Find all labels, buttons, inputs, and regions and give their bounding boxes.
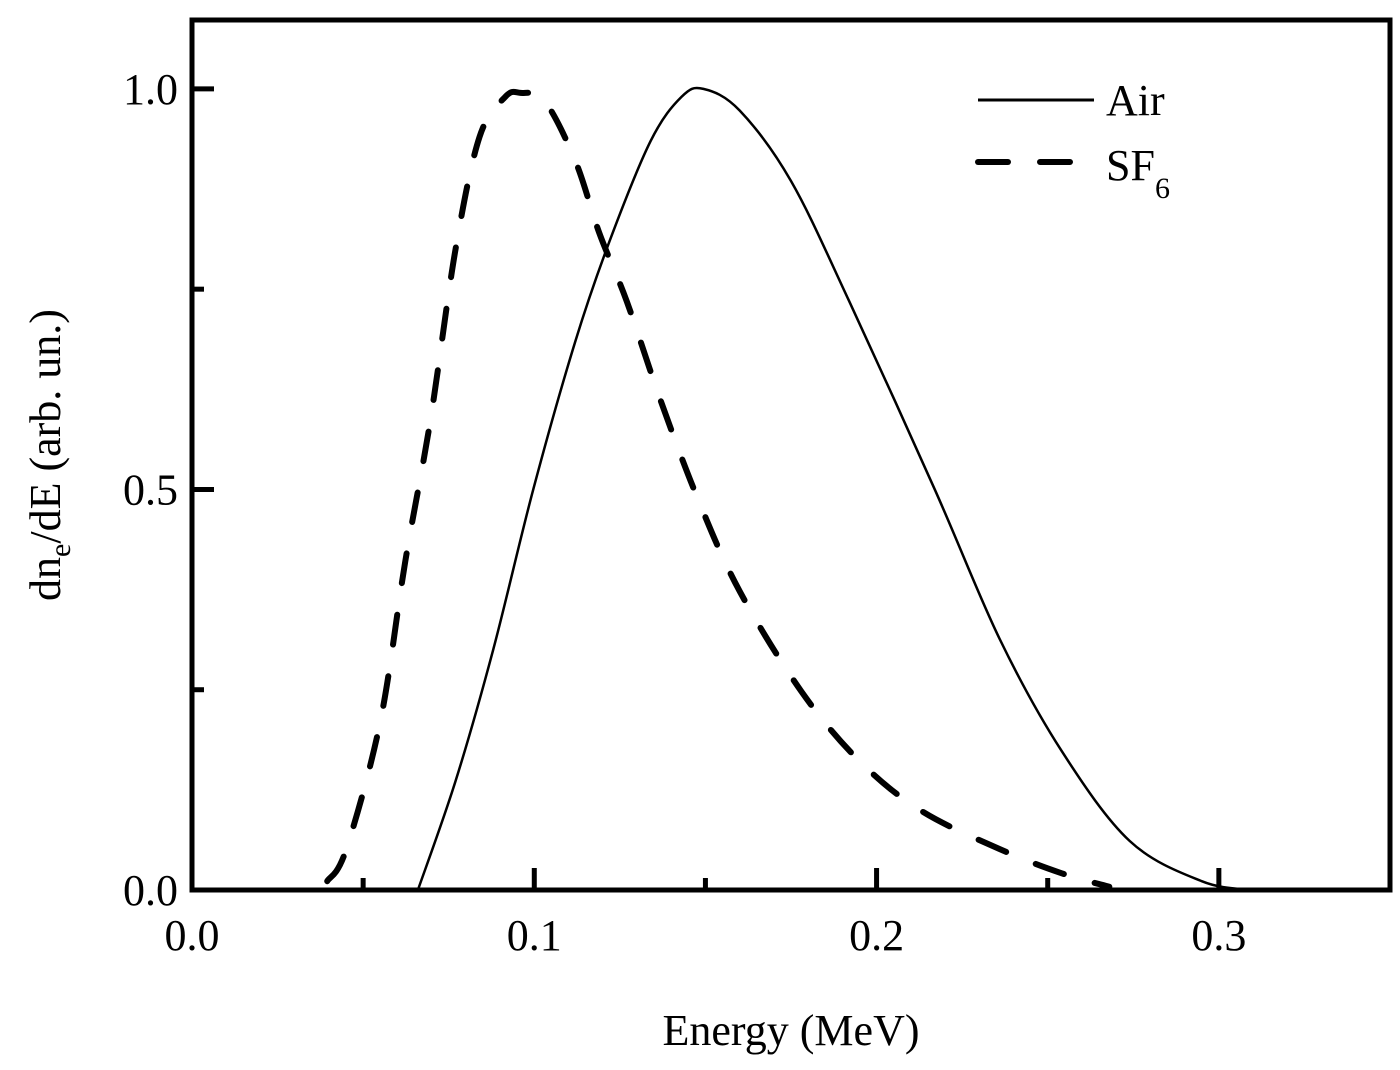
y-label-rest: /dE (arb. un.) xyxy=(21,309,70,544)
tick-labels: 0.0 0.1 0.2 0.3 0.0 0.5 1.0 xyxy=(123,65,1246,960)
plot-frame xyxy=(189,17,1393,893)
y-tick-label: 1.0 xyxy=(123,65,178,114)
x-tick-label: 0.3 xyxy=(1191,911,1246,960)
y-label-sub: e xyxy=(44,544,77,557)
series-line-air xyxy=(416,86,1251,892)
series-line-sf6 xyxy=(324,88,1113,890)
y-tick-label: 0.5 xyxy=(123,465,178,514)
legend: Air SF6 xyxy=(975,76,1170,205)
x-axis-label: Energy (MeV) xyxy=(663,1006,920,1055)
curves xyxy=(324,86,1251,892)
legend-label-air: Air xyxy=(1106,76,1165,125)
y-tick-label: 0.0 xyxy=(123,866,178,915)
x-tick-label: 0.1 xyxy=(507,911,562,960)
x-tick-label: 0.0 xyxy=(165,911,220,960)
legend-label-sf6: SF6 xyxy=(1106,141,1170,205)
ticks xyxy=(189,86,1222,893)
y-label-main: dn xyxy=(21,557,70,601)
y-axis-label: dne/dE (arb. un.) xyxy=(21,309,77,601)
x-tick-label: 0.2 xyxy=(849,911,904,960)
